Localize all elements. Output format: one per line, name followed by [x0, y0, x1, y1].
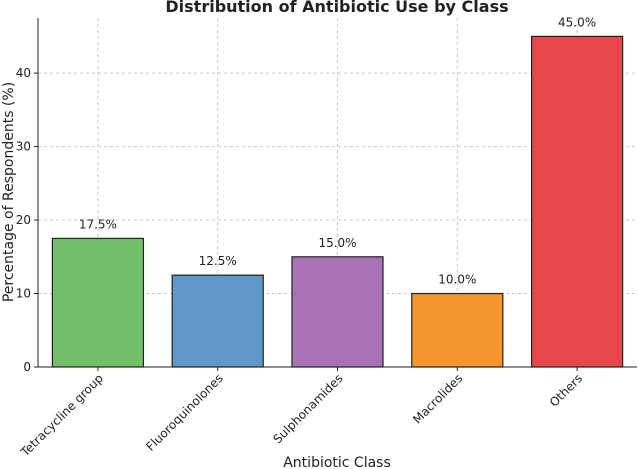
- x-tick-label: Macrolides: [410, 371, 465, 426]
- x-axis-label: Antibiotic Class: [283, 455, 391, 469]
- data-label: 12.5%: [199, 254, 237, 268]
- data-label: 15.0%: [318, 236, 356, 250]
- x-tick-label: Others: [547, 371, 585, 409]
- bars-layer: [51, 35, 624, 368]
- y-tick-label: 0: [23, 360, 31, 374]
- y-tick-label: 20: [16, 213, 31, 227]
- x-tick-label: Tetracycline group: [17, 371, 106, 460]
- y-tick-label: 40: [16, 66, 31, 80]
- bar-fluoroquinolones: [171, 274, 264, 368]
- data-label: 10.0%: [438, 273, 476, 287]
- x-tick-label: Fluoroquinolones: [143, 371, 225, 453]
- y-axis-label: Percentage of Respondents (%): [1, 82, 17, 302]
- labels-layer: 0 10 20 30 40 17.5% Tetracycline group 12.5% Flu…: [16, 15, 596, 459]
- bar-others: [530, 35, 624, 368]
- bar-macrolides: [411, 292, 504, 368]
- y-tick-label: 10: [16, 287, 31, 301]
- data-label: 45.0%: [558, 15, 596, 29]
- y-tick-label: 30: [16, 140, 31, 154]
- chart-title: Distribution of Antibiotic Use by Class: [165, 0, 508, 16]
- axes-layer: [34, 18, 637, 371]
- x-tick-label: Sulphonamides: [270, 371, 345, 446]
- bar-tetracycline-group: [51, 237, 145, 368]
- data-label: 17.5%: [79, 217, 117, 231]
- bar-sulphonamides: [291, 256, 384, 368]
